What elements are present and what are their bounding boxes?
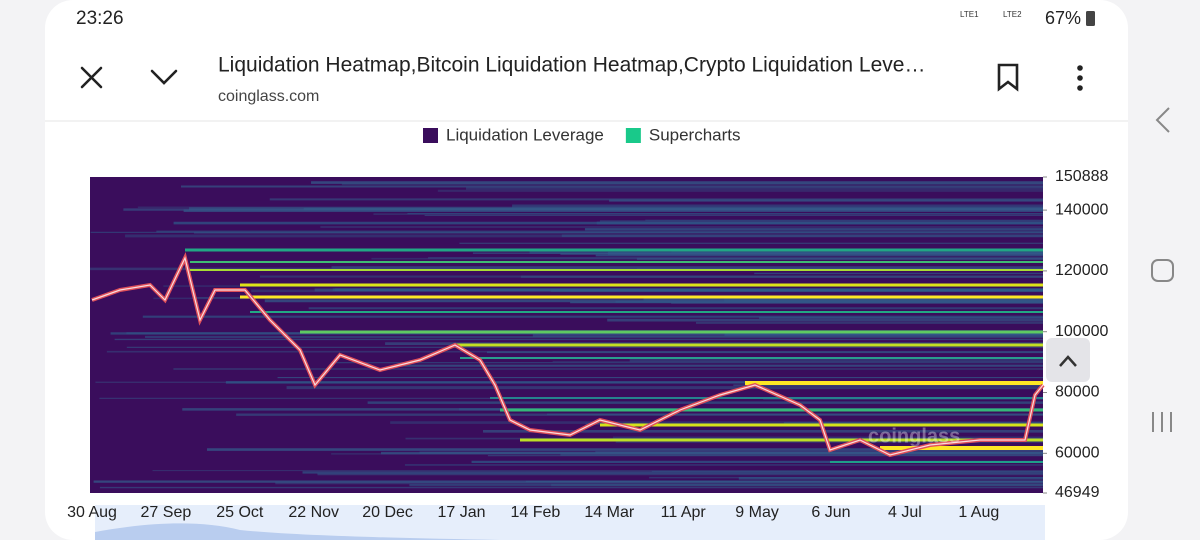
y-tick-label: 120000: [1055, 262, 1108, 279]
price-line: [91, 256, 1044, 456]
x-tick-label: 14 Feb: [510, 504, 560, 521]
bookmark-button[interactable]: [997, 63, 1019, 92]
legend-swatch: [423, 128, 438, 143]
x-tick-label: 22 Nov: [288, 504, 339, 521]
status-sim: LTE2: [1003, 10, 1022, 19]
status-sim: LTE1: [960, 10, 979, 19]
page-url: coinglass.com: [218, 88, 319, 105]
x-tick-label: 30 Aug: [67, 504, 117, 521]
watermark: coinglass: [868, 425, 960, 447]
chart: Liquidation Leverage Supercharts coinglass…: [67, 125, 1108, 540]
nav-home[interactable]: [1151, 259, 1174, 282]
y-tick-label: 46949: [1055, 484, 1100, 501]
status-battery: 67%: [1045, 8, 1081, 28]
legend-label: Liquidation Leverage: [446, 125, 604, 144]
x-tick-label: 25 Oct: [216, 504, 264, 521]
battery-icon: [1086, 11, 1095, 26]
navigator-series: [95, 523, 500, 540]
y-tick-label: 150888: [1055, 168, 1108, 185]
x-tick-label: 6 Jun: [811, 504, 850, 521]
x-tick-label: 27 Sep: [141, 504, 192, 521]
x-tick-label: 11 Apr: [661, 504, 707, 521]
y-tick-label: 80000: [1055, 384, 1100, 401]
nav-back[interactable]: [1155, 107, 1170, 133]
y-tick-label: 140000: [1055, 201, 1108, 218]
y-tick-label: 100000: [1055, 323, 1108, 340]
close-button[interactable]: [80, 66, 103, 89]
x-tick-label: 20 Dec: [362, 504, 413, 521]
page-title: Liquidation Heatmap,Bitcoin Liquidation …: [218, 54, 925, 77]
nav-recents[interactable]: [1152, 412, 1172, 432]
legend-swatch: [625, 128, 641, 143]
legend-label: Supercharts: [649, 125, 741, 144]
x-tick-label: 9 May: [735, 504, 779, 521]
scroll-top-button[interactable]: [1046, 338, 1090, 382]
y-tick-label: 60000: [1055, 445, 1100, 462]
x-tick-label: 4 Jul: [888, 504, 922, 521]
status-time: 23:26: [76, 8, 124, 29]
x-tick-label: 17 Jan: [437, 504, 485, 521]
tabs-button[interactable]: [150, 69, 178, 85]
x-tick-label: 14 Mar: [584, 504, 634, 521]
menu-button[interactable]: [1077, 65, 1083, 91]
scroll-top-icon: [1059, 355, 1077, 367]
x-tick-label: 1 Aug: [958, 504, 999, 521]
